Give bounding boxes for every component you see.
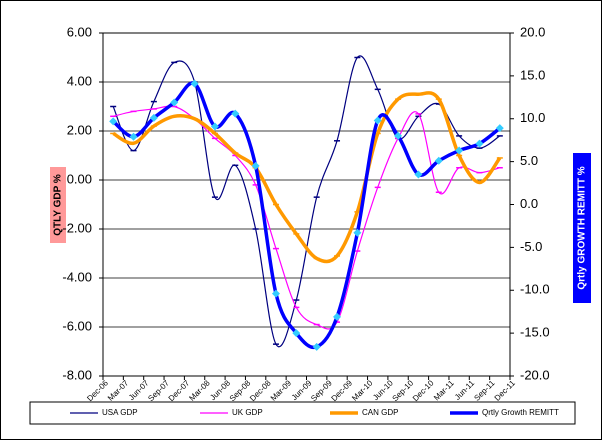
y2-axis-title-bg [573,153,591,303]
y2-axis-title-text: Qrtly GROWTH REMITT % [577,166,588,289]
legend-label: CAN GDP [362,408,398,417]
plot-area [102,32,511,377]
y-axis-title: QTLY GDP % [50,167,66,243]
y2-tick-label: 20.0 [520,24,545,39]
point-marker [190,79,199,88]
y2-tick-label: -10.0 [520,282,550,297]
y2-tick-label: 15.0 [520,67,545,82]
point-marker [231,109,240,118]
y2-tick-label: -20.0 [520,367,550,382]
point-marker [414,170,423,179]
point-marker [129,132,138,141]
point-marker [170,98,179,107]
y-axis-title-bg [50,167,66,243]
point-marker [251,161,260,170]
series-line [112,81,501,350]
y2-tick-label: 5.0 [520,153,538,168]
legend-label: UK GDP [232,408,263,417]
point-marker [271,289,280,298]
y-tick-label: -6.00 [62,318,92,333]
point-marker [353,228,362,237]
y-tick-label: -4.00 [62,269,92,284]
y2-tick-label: 0.0 [520,196,538,211]
point-marker [495,124,504,133]
y-tick-label: 4.00 [67,73,92,88]
point-marker [210,122,219,131]
legend-label: USA GDP [102,408,138,417]
series-line [113,105,500,330]
point-marker [373,116,382,125]
legend-box [29,401,576,425]
point-marker [292,329,301,338]
point-marker [475,139,484,148]
point-marker [394,131,403,140]
point-marker [312,342,321,351]
y2-tick-label: -15.0 [520,325,550,340]
point-marker [109,117,118,126]
series-line [112,55,501,348]
y-tick-label: 2.00 [67,122,92,137]
y2-tick-label: -5.0 [520,239,542,254]
y-tick-label: 6.00 [67,24,92,39]
y-tick-label: -8.00 [62,367,92,382]
y-axis-title-text: QTLY GDP % [53,174,64,236]
point-marker [434,156,443,165]
legend-label: Qrtly Growth REMITT [482,408,559,417]
point-marker [333,312,342,321]
point-marker [149,113,158,122]
y2-axis-title: Qrtly GROWTH REMITT % [573,153,591,303]
y-tick-label: 0.00 [67,171,92,186]
y-tick-label: -2.00 [62,220,92,235]
point-marker [455,146,464,155]
y2-tick-label: 10.0 [520,110,545,125]
